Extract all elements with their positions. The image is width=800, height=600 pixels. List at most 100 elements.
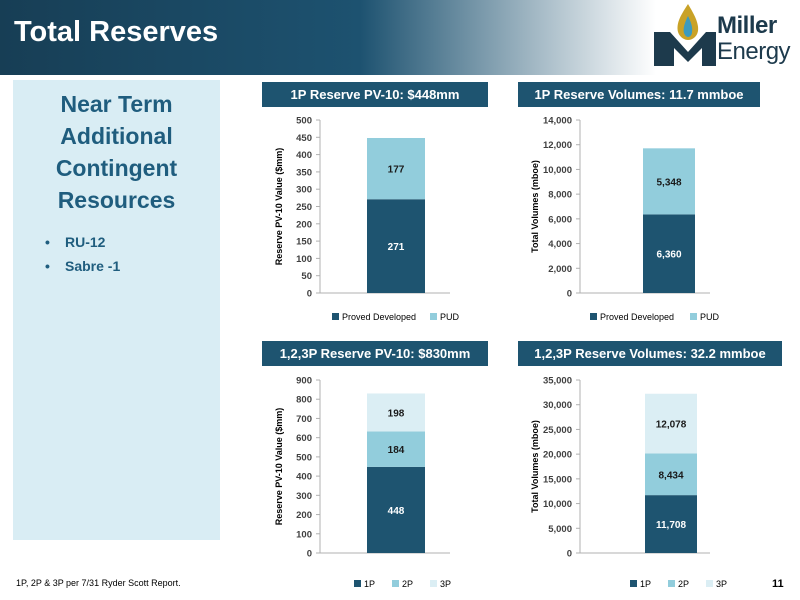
y-tick-label: 250 <box>296 202 312 213</box>
legend-label: 1P <box>640 579 651 589</box>
legend-label: 3P <box>716 579 727 589</box>
bar-segment <box>643 148 695 215</box>
page-number: 11 <box>772 578 784 590</box>
data-label: 184 <box>388 445 405 456</box>
chart-1p-volumes: 0 2,000 4,000 6,000 8,000 10,000 12,000 14,000 T… <box>530 116 720 323</box>
y-tick-label: 900 <box>296 376 312 387</box>
bar-segment <box>645 393 697 454</box>
y-tick-label: 200 <box>296 510 312 521</box>
chart-1p-pv10: 0 50 100 150 200 250 300 350 400 450 500 Reserve PV… <box>274 116 460 323</box>
logo-mark-icon <box>654 4 716 66</box>
list-item: RU-12 <box>45 230 120 254</box>
legend-label: PUD <box>440 312 460 322</box>
y-axis-label: Reserve PV-10 Value ($mm) <box>274 408 284 526</box>
y-tick-label: 30,000 <box>543 400 572 411</box>
y-tick-label: 10,000 <box>543 499 572 510</box>
y-tick-label: 500 <box>296 116 312 127</box>
data-label: 6,360 <box>656 250 681 261</box>
y-tick-label: 0 <box>307 549 312 560</box>
y-tick-label: 5,000 <box>548 524 572 535</box>
y-tick-label: 600 <box>296 433 312 444</box>
panel-title-line: Near Term <box>60 91 173 117</box>
y-tick-label: 300 <box>296 491 312 502</box>
bar-segment <box>645 495 697 553</box>
legend-swatch <box>430 580 437 587</box>
y-tick-label: 0 <box>307 289 312 300</box>
list-item: Sabre -1 <box>45 254 120 278</box>
data-label: 12,078 <box>656 420 687 431</box>
legend-label: 2P <box>402 579 413 589</box>
y-axis-label: Reserve PV-10 Value ($mm) <box>274 148 284 266</box>
legend-swatch <box>392 580 399 587</box>
chart-title-1p-volumes: 1P Reserve Volumes: 11.7 mmboe <box>518 82 760 107</box>
miller-energy-logo: Miller Energy <box>650 2 800 72</box>
panel-title: Near Term Additional Contingent Resource… <box>13 88 220 216</box>
legend-label: 1P <box>364 579 375 589</box>
panel-title-line: Contingent <box>55 155 178 181</box>
data-label: 271 <box>388 242 405 253</box>
chart-123p-pv10: 0 100 200 300 400 500 600 700 800 900 Reserve PV-1… <box>274 376 451 590</box>
bar-segment <box>367 466 425 553</box>
data-label: 11,708 <box>656 520 686 531</box>
logo-text-line2: Energy <box>717 38 791 65</box>
y-tick-label: 400 <box>296 150 312 161</box>
chart-title-123p-volumes: 1,2,3P Reserve Volumes: 32.2 mmboe <box>518 341 782 366</box>
bar-segment <box>367 137 425 200</box>
logo-text-line1: Miller <box>717 12 777 39</box>
y-tick-label: 12,000 <box>543 140 572 151</box>
slide-title: Total Reserves <box>14 16 219 48</box>
y-tick-label: 50 <box>301 271 312 282</box>
legend-swatch <box>590 313 597 320</box>
y-axis-label: Total Volumes (mboe) <box>530 420 540 513</box>
y-tick-label: 14,000 <box>543 116 572 127</box>
legend-label: Proved Developed <box>600 312 674 322</box>
y-tick-label: 100 <box>296 529 312 540</box>
legend-label: PUD <box>700 312 720 322</box>
y-tick-label: 20,000 <box>543 450 572 461</box>
y-axis-label: Total Volumes (mboe) <box>530 160 540 253</box>
bar-segment <box>367 431 425 467</box>
y-tick-label: 700 <box>296 414 312 425</box>
panel-title-line: Resources <box>57 187 176 213</box>
y-tick-label: 350 <box>296 167 312 178</box>
data-label: 448 <box>388 506 405 517</box>
data-label: 8,434 <box>658 470 683 481</box>
bar-segment <box>367 199 425 293</box>
panel-title-line: Additional <box>60 123 173 149</box>
contingent-resources-panel: Near Term Additional Contingent Resource… <box>13 80 220 540</box>
y-tick-label: 2,000 <box>548 264 572 275</box>
chart-123p-volumes: 0 5,000 10,000 15,000 20,000 25,000 30,000 35,0… <box>530 376 727 590</box>
y-tick-label: 15,000 <box>543 474 572 485</box>
y-tick-label: 150 <box>296 237 312 248</box>
y-tick-label: 25,000 <box>543 425 572 436</box>
y-tick-label: 35,000 <box>543 376 572 387</box>
y-tick-label: 6,000 <box>548 214 572 225</box>
y-tick-label: 0 <box>567 289 572 300</box>
y-tick-label: 10,000 <box>543 165 572 176</box>
y-tick-label: 400 <box>296 472 312 483</box>
y-tick-label: 8,000 <box>548 190 572 201</box>
resource-list: RU-12 Sabre -1 <box>45 230 120 278</box>
bar-segment <box>645 453 697 496</box>
y-tick-label: 450 <box>296 133 312 144</box>
legend-label: Proved Developed <box>342 312 416 322</box>
data-label: 198 <box>388 408 405 419</box>
legend-swatch <box>630 580 637 587</box>
y-tick-label: 200 <box>296 219 312 230</box>
data-label: 5,348 <box>656 177 681 188</box>
legend-swatch <box>354 580 361 587</box>
legend-swatch <box>706 580 713 587</box>
bar-segment <box>367 393 425 432</box>
legend-swatch <box>690 313 697 320</box>
legend-label: 2P <box>678 579 689 589</box>
y-tick-label: 4,000 <box>548 239 572 250</box>
y-tick-label: 800 <box>296 395 312 406</box>
y-tick-label: 300 <box>296 185 312 196</box>
legend-swatch <box>668 580 675 587</box>
y-tick-label: 100 <box>296 254 312 265</box>
footnote: 1P, 2P & 3P per 7/31 Ryder Scott Report. <box>16 578 181 588</box>
chart-title-123p-pv10: 1,2,3P Reserve PV-10: $830mm <box>262 341 488 366</box>
data-label: 177 <box>388 165 405 176</box>
y-tick-label: 0 <box>567 549 572 560</box>
chart-title-1p-pv10: 1P Reserve PV-10: $448mm <box>262 82 488 107</box>
